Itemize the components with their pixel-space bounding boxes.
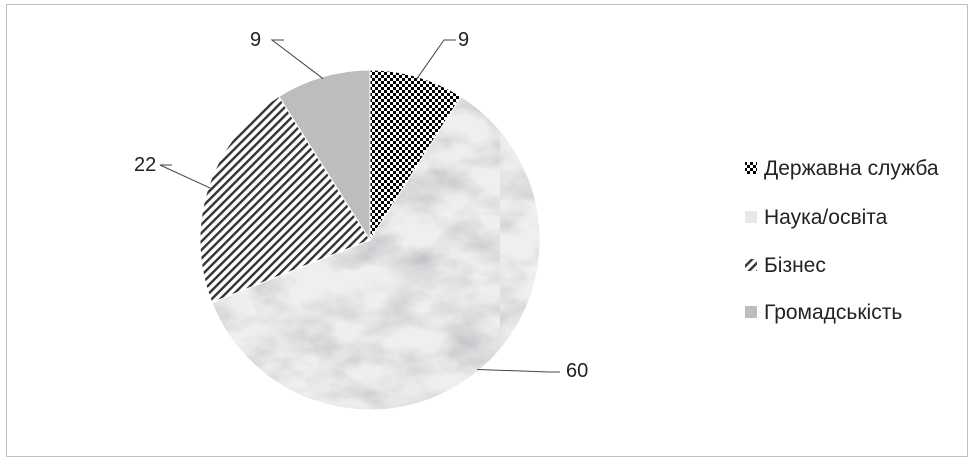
legend-label-gov: Державна служба xyxy=(764,157,939,180)
leader-science xyxy=(477,368,560,373)
legend-item-business: Бізнес xyxy=(745,254,826,277)
legend-label-public: Громадськість xyxy=(764,301,902,324)
legend-swatch-gov xyxy=(745,162,757,174)
slice-public xyxy=(278,69,371,242)
legend-item-gov: Державна служба xyxy=(745,157,939,180)
leader-public xyxy=(270,39,324,80)
data-label-gov: 9 xyxy=(458,29,469,51)
legend-label-business: Бізнес xyxy=(764,254,826,277)
leader-business xyxy=(159,164,211,189)
data-label-business: 22 xyxy=(134,154,156,176)
data-label-science: 60 xyxy=(566,360,588,382)
legend-swatch-public xyxy=(745,306,757,318)
pie-slices xyxy=(199,69,541,411)
legend: Державна служба Наука/освіта Бізнес Гром… xyxy=(745,157,939,324)
legend-item-public: Громадськість xyxy=(745,301,902,324)
data-label-public: 9 xyxy=(250,29,261,51)
legend-swatch-science xyxy=(745,211,757,223)
slice-science xyxy=(211,95,541,411)
slice-gov xyxy=(369,69,462,242)
legend-item-science: Наука/освіта xyxy=(745,206,888,229)
legend-label-science: Наука/освіта xyxy=(764,206,888,229)
leader-lines xyxy=(159,39,560,373)
leader-gov xyxy=(416,39,456,79)
legend-swatch-business xyxy=(745,259,757,271)
